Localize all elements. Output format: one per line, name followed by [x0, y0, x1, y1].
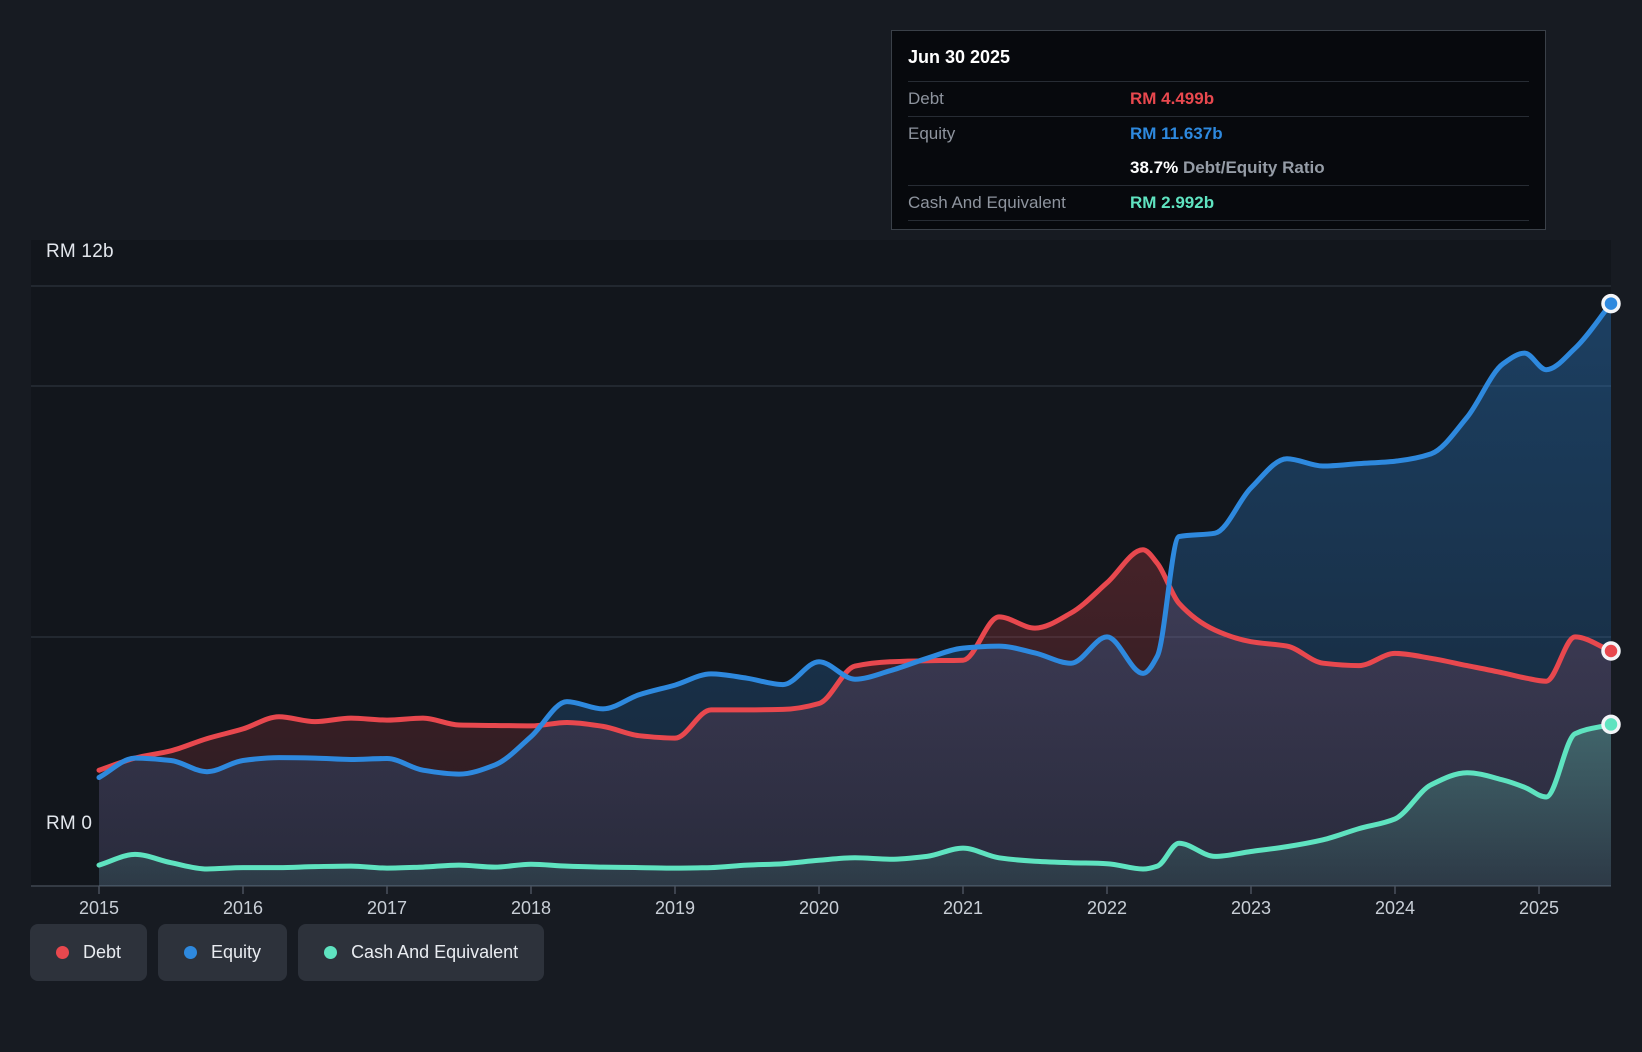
tooltip-cash-value: RM 2.992b: [1130, 193, 1215, 212]
equity-endpoint-dot: [1601, 293, 1621, 314]
legend-cash-button[interactable]: Cash And Equivalent: [298, 924, 545, 981]
y-axis-label-top: RM 12b: [46, 241, 114, 262]
equity-line: [96, 301, 1614, 780]
x-axis-year-label: 2019: [654, 898, 696, 918]
tooltip-debt-label: Debt: [908, 89, 944, 108]
debt-line: [96, 547, 1614, 773]
tooltip-ratio-row: 38.7% Debt/Equity Ratio: [908, 151, 1529, 186]
x-axis-year-label: 2021: [942, 898, 984, 918]
tooltip-cash-row: Cash And Equivalent RM 2.992b: [908, 186, 1529, 221]
cash-color-dot-icon: [324, 946, 338, 959]
x-axis: 2015 2016 2017 2018 2019 2020 2021 2022 2023 2024…: [0, 898, 1642, 924]
debt-color-dot-icon: [56, 946, 69, 959]
tooltip-ratio-value: 38.7%: [1130, 158, 1179, 177]
x-axis-year-label: 2025: [1518, 898, 1560, 918]
x-axis-year-label: 2018: [510, 898, 552, 918]
tooltip-debt-value: RM 4.499b: [1130, 89, 1215, 108]
x-axis-year-label: 2020: [798, 898, 840, 918]
tooltip-date: Jun 30 2025: [908, 43, 1529, 82]
x-axis-year-label: 2023: [1230, 898, 1272, 918]
legend-cash-label: Cash And Equivalent: [351, 942, 519, 962]
tooltip-equity-row: Equity RM 11.637b: [908, 117, 1529, 151]
legend-debt-button[interactable]: Debt: [30, 924, 148, 981]
equity-area: [99, 303, 1611, 887]
chart-legend: Debt Equity Cash And Equivalent: [30, 924, 545, 981]
legend-debt-label: Debt: [83, 942, 122, 962]
tooltip-ratio-label: Debt/Equity Ratio: [1182, 158, 1325, 177]
x-axis-year-label: 2015: [78, 898, 120, 918]
y-axis-label-bottom: RM 0: [46, 813, 93, 834]
cash-and-equivalent-endpoint-dot: [1601, 714, 1621, 735]
x-axis-year-label: 2024: [1374, 898, 1416, 918]
x-axis-year-label: 2016: [222, 898, 264, 918]
chart-tooltip: Jun 30 2025 Debt RM 4.499b Equity RM 11.…: [891, 30, 1546, 230]
legend-equity-label: Equity: [211, 942, 262, 962]
tooltip-equity-value: RM 11.637b: [1130, 124, 1223, 143]
tooltip-equity-label: Equity: [908, 124, 956, 143]
debt-endpoint-dot: [1601, 641, 1621, 661]
equity-color-dot-icon: [184, 946, 198, 959]
tooltip-debt-row: Debt RM 4.499b: [908, 82, 1529, 117]
cash-and-equivalent-line: [96, 721, 1614, 872]
legend-equity-button[interactable]: Equity: [158, 924, 288, 981]
x-axis-year-label: 2017: [366, 898, 408, 918]
tooltip-cash-label: Cash And Equivalent: [908, 193, 1066, 212]
x-axis-year-label: 2022: [1086, 898, 1128, 918]
